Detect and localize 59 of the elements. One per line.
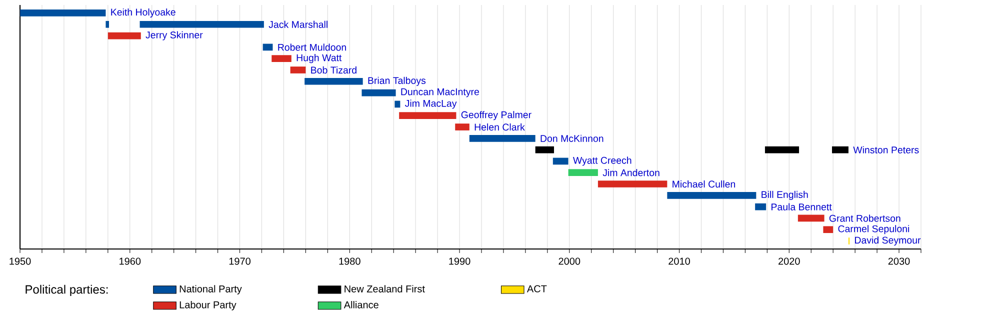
y-tick-label: Bob Tizard (311, 66, 356, 74)
y-tick-label: Geoffrey Palmer (461, 111, 532, 120)
bar (290, 66, 306, 74)
x-tick-label: 1950 (10, 258, 31, 265)
bar (20, 10, 106, 16)
legend-label: National Party (180, 285, 242, 294)
legend-label: Alliance (344, 301, 378, 308)
y-tick-label: Brian Talboys (368, 76, 426, 86)
legend-title: Political parties: (26, 284, 108, 296)
bar (272, 55, 292, 62)
y-tick-label: Jack Marshall (268, 20, 328, 28)
bar (552, 158, 568, 165)
y-tick-label: Robert Muldoon (278, 44, 346, 51)
x-tick-label: 1990 (449, 258, 470, 265)
bar (108, 32, 141, 40)
y-tick-label: Keith Holyoake (111, 8, 176, 18)
x-tick-label: 1960 (120, 258, 141, 265)
bar (832, 146, 848, 154)
bar (394, 100, 400, 108)
bar (455, 124, 470, 130)
y-tick-label: Winston Peters (853, 146, 919, 154)
legend-label: New Zealand First (344, 285, 425, 292)
bar (140, 20, 264, 28)
y-tick-label: David Seymour (855, 236, 921, 246)
y-tick-label: Jim Anderton (602, 169, 660, 176)
bar (568, 169, 598, 176)
bar (755, 203, 766, 210)
y-tick-label: Hugh Watt (296, 54, 342, 64)
bar (535, 146, 554, 154)
y-tick-label: Jim MacLay (404, 100, 457, 109)
legend-label: ACT (526, 285, 547, 292)
bar (262, 44, 273, 51)
bar (304, 78, 363, 85)
bar (823, 226, 834, 234)
y-tick-label: Helen Clark (474, 123, 525, 131)
x-tick-label: 2020 (778, 258, 800, 265)
y-tick-label: Paula Bennett (772, 203, 832, 210)
y-tick-label: Grant Robertson (829, 214, 900, 222)
x-tick-label: 2010 (668, 258, 690, 265)
legend-label: Labour Party (180, 301, 236, 310)
bar (469, 134, 536, 142)
bar (798, 214, 824, 222)
y-tick-label: Jerry Skinner (146, 31, 203, 40)
bar (399, 112, 456, 120)
y-tick-label: Carmel Sepuloni (838, 225, 910, 234)
y-tick-label: Bill English (762, 190, 808, 200)
y-tick-label: Don McKinnon (540, 134, 604, 142)
x-tick-label: 1980 (339, 258, 360, 265)
y-tick-label: Wyatt Creech (572, 156, 632, 166)
x-tick-label: 2030 (888, 258, 910, 265)
y-tick-label: Duncan MacIntyre (401, 88, 479, 98)
bar (106, 20, 110, 28)
bar (362, 89, 396, 96)
y-tick-label: Michael Cullen (672, 180, 736, 188)
bar (598, 180, 668, 188)
x-tick-label: 1970 (229, 258, 250, 265)
x-tick-label: 2000 (558, 258, 580, 265)
bar (764, 146, 800, 154)
bar (667, 192, 756, 199)
